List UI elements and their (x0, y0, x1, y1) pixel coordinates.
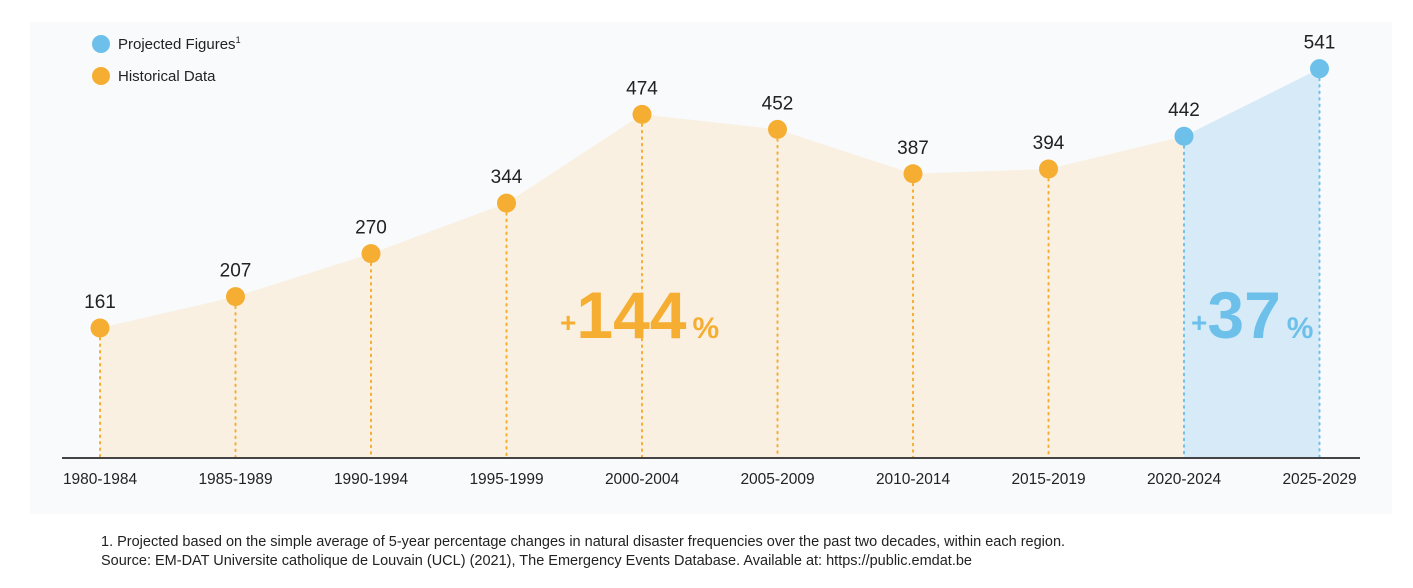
historical-point-1995-1999 (497, 193, 516, 213)
footnote: 1. Projected based on the simple average… (101, 533, 1065, 571)
x-tick-label-2020-2024: 2020-2024 (1147, 471, 1222, 488)
footnote-source: Source: EM-DAT Universite catholique de … (101, 553, 972, 569)
historical-growth-annotation: +144% (560, 278, 719, 352)
historical-point-2010-2014 (903, 164, 923, 184)
projected-growth-annotation-unit: % (1287, 312, 1314, 345)
historical-point-2005-2009 (768, 119, 787, 139)
historical-growth-annotation-unit: % (692, 312, 719, 345)
chart: 1980-1984 1985-1989 1990-1994 1995-1999 2000… (62, 33, 1360, 488)
x-tick-label-1985-1989: 1985-1989 (198, 471, 272, 488)
projected-area (1184, 68, 1320, 458)
legend-label-projected: Projected Figures1 (118, 35, 241, 53)
data-label-1990-1994: 270 (355, 218, 387, 239)
data-label-2000-2004: 474 (626, 78, 658, 99)
data-label-2015-2019: 394 (1033, 133, 1065, 154)
annotations: +144% +37% (560, 278, 1313, 352)
projected-point-2025-2029 (1310, 59, 1329, 79)
data-label-2025-2029: 541 (1304, 33, 1336, 54)
x-tick-label-1995-1999: 1995-1999 (469, 471, 543, 488)
legend-item-historical: Historical Data (92, 60, 241, 92)
historical-point-2015-2019 (1039, 159, 1058, 179)
data-label-1985-1989: 207 (220, 261, 252, 282)
x-tick-labels: 1980-1984 1985-1989 1990-1994 1995-1999 2000… (63, 471, 1357, 488)
drop-lines (99, 77, 1321, 459)
historical-point-1980-1984 (90, 318, 110, 338)
legend-footnote-marker: 1 (235, 35, 241, 45)
data-label-2010-2014: 387 (897, 138, 929, 159)
data-label-2005-2009: 452 (762, 93, 794, 114)
projected-growth-annotation-number: 37 (1207, 278, 1280, 352)
historical-point-2000-2004 (632, 104, 652, 124)
historical-growth-annotation-sign: + (560, 307, 576, 338)
x-tick-label-1980-1984: 1980-1984 (63, 471, 138, 488)
projected-point-2020-2024 (1174, 126, 1194, 146)
x-tick-label-1990-1994: 1990-1994 (334, 471, 409, 488)
historical-point-1990-1994 (361, 244, 381, 264)
x-tick-label-2010-2014: 2010-2014 (876, 471, 951, 488)
area-layer (100, 68, 1320, 459)
x-tick-label-2015-2019: 2015-2019 (1011, 471, 1085, 488)
projected-growth-annotation-sign: + (1191, 307, 1207, 338)
x-tick-label-2025-2029: 2025-2029 (1282, 471, 1356, 488)
data-label-1995-1999: 344 (491, 167, 523, 188)
data-labels: 161 207 270 344 474 452 387 394 442 541 (84, 33, 1335, 313)
projected-growth-annotation: +37% (1191, 278, 1313, 352)
legend-label-historical: Historical Data (118, 67, 216, 85)
legend: Projected Figures1 Historical Data (92, 28, 241, 92)
x-tick-label-2005-2009: 2005-2009 (740, 471, 814, 488)
legend-dot-projected (92, 35, 110, 53)
data-points (90, 59, 1329, 338)
legend-dot-historical (92, 67, 110, 85)
legend-item-projected: Projected Figures1 (92, 28, 241, 60)
historical-point-1985-1989 (226, 287, 245, 307)
data-label-2020-2024: 442 (1168, 100, 1200, 121)
x-tick-label-2000-2004: 2000-2004 (605, 471, 680, 488)
data-label-1980-1984: 161 (84, 292, 116, 313)
historical-growth-annotation-number: 144 (576, 278, 686, 352)
footnote-line-1: 1. Projected based on the simple average… (101, 534, 1066, 550)
